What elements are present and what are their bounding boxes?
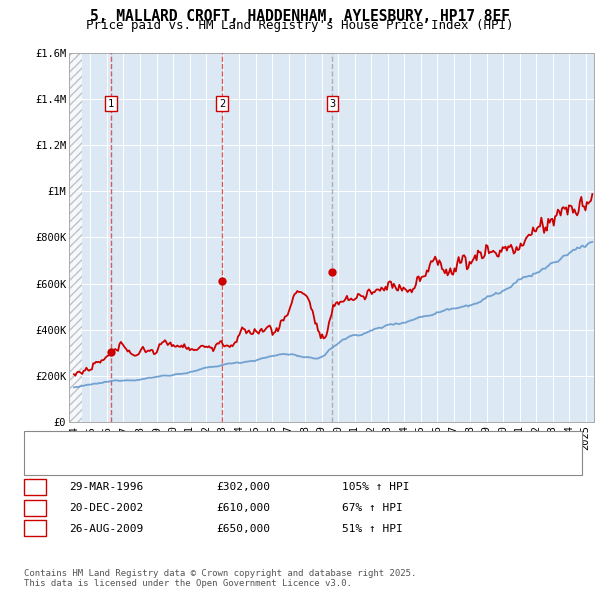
Text: Contains HM Land Registry data © Crown copyright and database right 2025.
This d: Contains HM Land Registry data © Crown c…: [24, 569, 416, 588]
Text: £650,000: £650,000: [216, 524, 270, 533]
Text: 5, MALLARD CROFT, HADDENHAM, AYLESBURY, HP17 8EF (detached house): 5, MALLARD CROFT, HADDENHAM, AYLESBURY, …: [75, 439, 514, 448]
Text: HPI: Average price, detached house, Buckinghamshire: HPI: Average price, detached house, Buck…: [75, 455, 419, 465]
Text: £610,000: £610,000: [216, 503, 270, 513]
Text: 2: 2: [32, 503, 38, 513]
Text: 105% ↑ HPI: 105% ↑ HPI: [342, 483, 409, 492]
Text: 20-DEC-2002: 20-DEC-2002: [69, 503, 143, 513]
Text: 1: 1: [32, 483, 38, 492]
Bar: [69, 53, 82, 422]
Text: 1: 1: [108, 99, 114, 109]
Text: 67% ↑ HPI: 67% ↑ HPI: [342, 503, 403, 513]
Text: 2: 2: [219, 99, 225, 109]
Text: 26-AUG-2009: 26-AUG-2009: [69, 524, 143, 533]
Text: 3: 3: [32, 524, 38, 533]
Text: 29-MAR-1996: 29-MAR-1996: [69, 483, 143, 492]
Text: 51% ↑ HPI: 51% ↑ HPI: [342, 524, 403, 533]
Text: 5, MALLARD CROFT, HADDENHAM, AYLESBURY, HP17 8EF: 5, MALLARD CROFT, HADDENHAM, AYLESBURY, …: [90, 9, 510, 24]
Text: £302,000: £302,000: [216, 483, 270, 492]
Text: Price paid vs. HM Land Registry's House Price Index (HPI): Price paid vs. HM Land Registry's House …: [86, 19, 514, 32]
Text: 3: 3: [329, 99, 335, 109]
